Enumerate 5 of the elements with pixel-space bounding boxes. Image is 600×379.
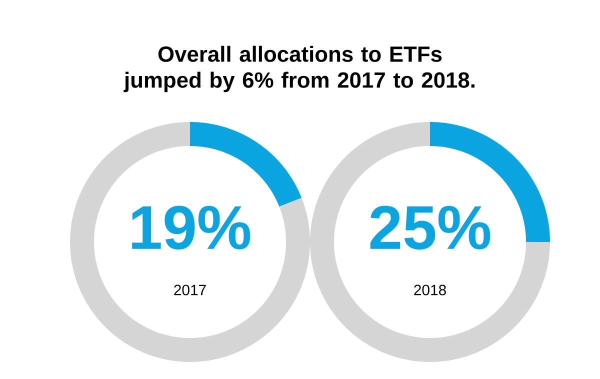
text: 2018 (414, 284, 446, 296)
data-label: 25% (370, 206, 490, 250)
text: 2017 (174, 284, 206, 296)
text: Overall allocations to ETFs jumped by 6% from 2017 to 2018. (124, 46, 474, 92)
data-label: 19% (132, 206, 250, 250)
